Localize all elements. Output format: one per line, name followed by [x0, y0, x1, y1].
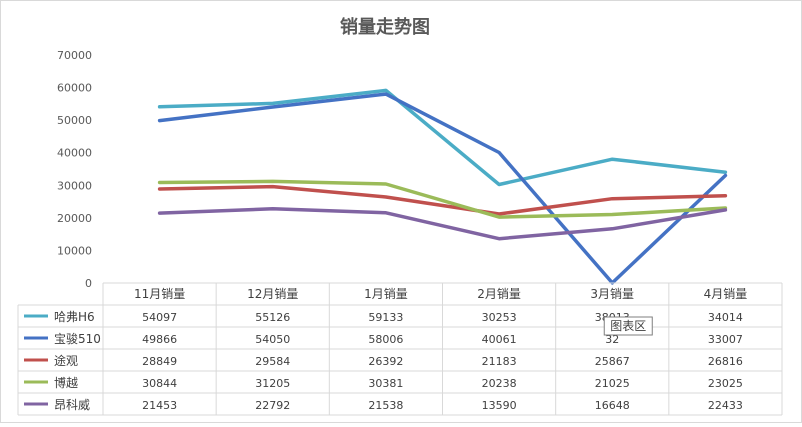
data-cell: 31205	[255, 377, 290, 390]
data-cell: 26816	[708, 355, 743, 368]
data-cell: 49866	[142, 333, 177, 346]
data-cell: 13590	[482, 399, 517, 412]
y-tick-label: 10000	[57, 244, 92, 257]
data-cell: 21025	[595, 377, 630, 390]
data-cell: 30381	[368, 377, 403, 390]
x-category-label: 11月销量	[134, 287, 185, 301]
data-cell: 22433	[708, 399, 743, 412]
legend-label: 哈弗H6	[54, 310, 95, 324]
x-category-label: 1月销量	[364, 287, 408, 301]
data-cell: 21538	[368, 399, 403, 412]
chart-tooltip: 图表区	[603, 316, 653, 336]
series-line-1	[157, 92, 728, 285]
data-cell: 23025	[708, 377, 743, 390]
series-line-4	[157, 207, 728, 241]
data-cell: 21453	[142, 399, 177, 412]
data-cell: 54097	[142, 311, 177, 324]
legend-label: 博越	[54, 375, 78, 390]
x-category-label: 3月销量	[590, 287, 634, 301]
data-cell: 32	[605, 333, 619, 346]
data-cell: 54050	[255, 333, 290, 346]
data-cell: 28849	[142, 355, 177, 368]
y-tick-label: 50000	[57, 114, 92, 127]
x-category-label: 4月销量	[704, 287, 748, 301]
data-cell: 25867	[595, 355, 630, 368]
y-axis: 0 10000 20000 30000 40000 50000 60000 70000	[57, 49, 92, 290]
y-tick-label: 20000	[57, 212, 92, 225]
data-cell: 21183	[482, 355, 517, 368]
tooltip-box	[603, 316, 653, 336]
data-cell: 30844	[142, 377, 177, 390]
chart-title: 销量走势图	[340, 16, 430, 38]
data-cell: 34014	[708, 311, 743, 324]
x-category-label: 2月销量	[477, 287, 521, 301]
data-cell: 33007	[708, 333, 743, 346]
legend-label: 宝骏510	[54, 332, 101, 346]
data-cell: 16648	[595, 399, 630, 412]
data-cell: 29584	[255, 355, 290, 368]
x-category-label: 12月销量	[247, 287, 298, 301]
series-lines	[157, 88, 728, 285]
data-cell: 58006	[368, 333, 403, 346]
series-line-3	[157, 179, 728, 219]
data-cell: 30253	[482, 311, 517, 324]
data-cell: 20238	[482, 377, 517, 390]
data-cell: 26392	[368, 355, 403, 368]
data-cell: 40061	[482, 333, 517, 346]
series-line-2	[157, 184, 728, 216]
y-tick-label: 40000	[57, 147, 92, 160]
data-cell: 55126	[255, 311, 290, 324]
y-tick-label: 70000	[57, 49, 92, 62]
tooltip-text: 图表区	[610, 319, 646, 333]
legend-label: 途观	[54, 353, 78, 368]
y-tick-label: 0	[85, 277, 92, 290]
legend-label: 昂科威	[54, 398, 90, 412]
data-cell: 59133	[368, 311, 403, 324]
y-tick-label: 60000	[57, 82, 92, 95]
y-tick-label: 30000	[57, 179, 92, 192]
series-line-0	[157, 88, 728, 187]
data-cell: 22792	[255, 399, 290, 412]
